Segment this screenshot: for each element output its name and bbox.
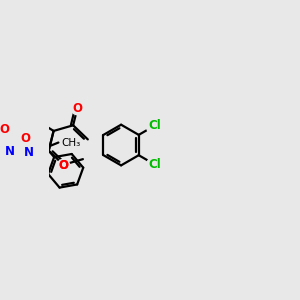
Text: O: O <box>0 123 9 136</box>
Text: CH₃: CH₃ <box>61 137 80 148</box>
Text: Cl: Cl <box>148 119 161 132</box>
Text: N: N <box>23 146 33 159</box>
Text: O: O <box>20 132 30 145</box>
Text: O: O <box>72 102 82 115</box>
Text: O: O <box>58 159 68 172</box>
Text: N: N <box>4 145 14 158</box>
Text: Cl: Cl <box>148 158 161 171</box>
Text: O: O <box>58 159 68 172</box>
